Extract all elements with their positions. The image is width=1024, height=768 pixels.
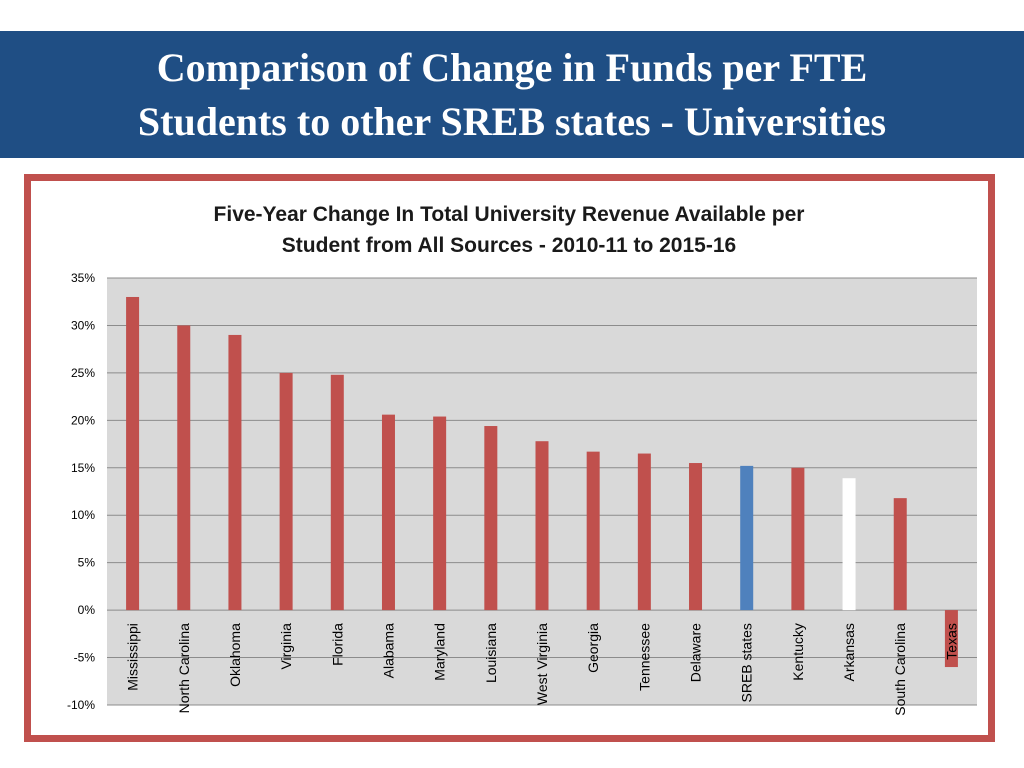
y-tick-label: 20% <box>71 413 95 427</box>
x-tick-label: Delaware <box>688 623 704 682</box>
y-tick-label: -10% <box>67 698 95 712</box>
slide-title-line-2: Students to other SREB states - Universi… <box>137 98 887 144</box>
bar <box>586 451 600 611</box>
bars <box>126 296 958 668</box>
y-tick-label: 0% <box>78 603 96 617</box>
x-tick-label: Florida <box>329 623 345 666</box>
x-tick-label: Arkansas <box>841 623 857 681</box>
bar <box>689 463 703 611</box>
x-tick-label: Alabama <box>380 623 396 678</box>
x-tick-label: Virginia <box>278 623 294 670</box>
bar <box>279 372 293 611</box>
bar <box>330 374 344 611</box>
bar <box>740 465 754 611</box>
y-tick-label: 25% <box>71 366 95 380</box>
bar <box>893 498 907 611</box>
x-tick-label: Louisiana <box>483 623 499 683</box>
x-tick-label: Tennessee <box>636 623 652 691</box>
bar <box>381 414 395 611</box>
chart-frame: Five-Year Change In Total University Rev… <box>24 174 995 742</box>
y-tick-label: 15% <box>71 461 95 475</box>
bar <box>842 478 856 611</box>
bar <box>535 441 549 611</box>
x-tick-label: Texas <box>943 623 959 660</box>
bar <box>126 296 140 611</box>
y-axis-ticks: -10% -5% 0% 5% 10% 15% 20% 25% 30% 35% <box>67 271 95 712</box>
bar <box>177 325 191 611</box>
x-tick-label: Oklahoma <box>227 623 243 687</box>
x-tick-label: SREB states <box>739 623 755 702</box>
y-tick-label: 30% <box>71 318 95 332</box>
chart-title-line-2: Student from All Sources - 2010-11 to 20… <box>282 234 736 257</box>
y-tick-label: -5% <box>74 651 96 665</box>
x-tick-label: Kentucky <box>790 623 806 681</box>
slide-title-banner: Comparison of Change in Funds per FTE St… <box>0 31 1024 158</box>
x-tick-label: West Virginia <box>534 623 550 705</box>
bar <box>637 453 651 611</box>
bar <box>791 467 805 611</box>
x-tick-label: North Carolina <box>176 623 192 713</box>
chart-title-line-1: Five-Year Change In Total University Rev… <box>214 203 805 226</box>
x-tick-label: South Carolina <box>892 623 908 716</box>
bar <box>944 610 958 668</box>
x-tick-label: Georgia <box>585 623 601 673</box>
bar <box>484 426 498 611</box>
x-axis-labels: Mississippi North Carolina Oklahoma Virgini… <box>125 623 960 716</box>
bar <box>228 334 242 611</box>
y-tick-label: 35% <box>71 271 95 285</box>
x-tick-label: Mississippi <box>125 623 141 691</box>
slide-title-line-1: Comparison of Change in Funds per FTE <box>156 44 868 90</box>
bar-chart: Five-Year Change In Total University Rev… <box>67 203 977 716</box>
y-tick-label: 10% <box>71 508 95 522</box>
x-tick-label: Maryland <box>432 623 448 681</box>
bar <box>433 416 447 611</box>
y-tick-label: 5% <box>78 556 96 570</box>
